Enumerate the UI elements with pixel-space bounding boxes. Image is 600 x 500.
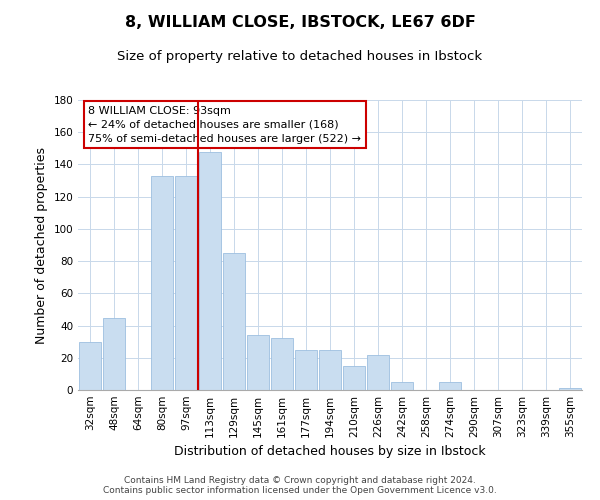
Bar xyxy=(175,176,197,390)
Bar xyxy=(223,253,245,390)
Text: 8 WILLIAM CLOSE: 93sqm
← 24% of detached houses are smaller (168)
75% of semi-de: 8 WILLIAM CLOSE: 93sqm ← 24% of detached… xyxy=(88,106,361,144)
Bar xyxy=(343,366,365,390)
Text: 8, WILLIAM CLOSE, IBSTOCK, LE67 6DF: 8, WILLIAM CLOSE, IBSTOCK, LE67 6DF xyxy=(125,15,475,30)
Bar xyxy=(391,382,413,390)
Bar xyxy=(319,350,341,390)
Bar xyxy=(199,152,221,390)
Bar xyxy=(559,388,581,390)
Bar xyxy=(439,382,461,390)
Bar xyxy=(367,354,389,390)
Text: Contains HM Land Registry data © Crown copyright and database right 2024.
Contai: Contains HM Land Registry data © Crown c… xyxy=(103,476,497,495)
X-axis label: Distribution of detached houses by size in Ibstock: Distribution of detached houses by size … xyxy=(174,446,486,458)
Bar xyxy=(151,176,173,390)
Text: Size of property relative to detached houses in Ibstock: Size of property relative to detached ho… xyxy=(118,50,482,63)
Y-axis label: Number of detached properties: Number of detached properties xyxy=(35,146,48,344)
Bar xyxy=(79,342,101,390)
Bar xyxy=(247,335,269,390)
Bar xyxy=(271,338,293,390)
Bar xyxy=(295,350,317,390)
Bar xyxy=(103,318,125,390)
